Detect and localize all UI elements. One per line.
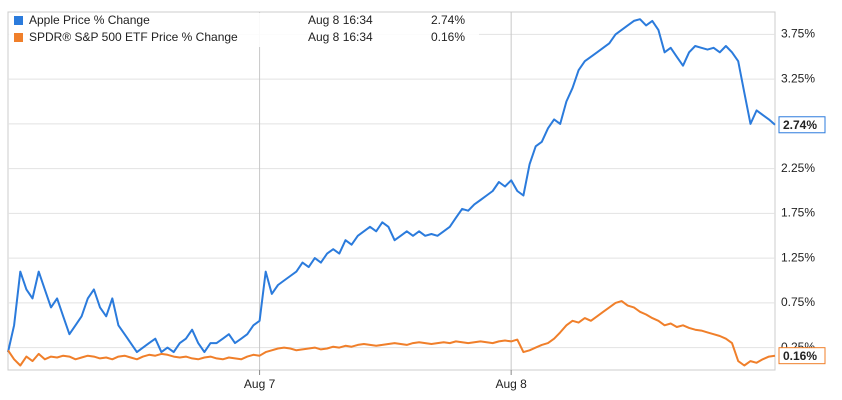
legend-value: 2.74% — [431, 13, 465, 27]
y-tick-label: 2.25% — [781, 161, 815, 175]
end-tag-label: 0.16% — [783, 349, 817, 363]
legend-name: Apple Price % Change — [29, 13, 150, 27]
y-tick-label: 3.75% — [781, 27, 815, 41]
legend-name: SPDR® S&P 500 ETF Price % Change — [29, 30, 238, 44]
series-line — [7, 300, 776, 367]
legend-value: 0.16% — [431, 30, 465, 44]
end-tag-box — [778, 116, 826, 134]
legend-date: Aug 8 16:34 — [308, 30, 373, 44]
y-tick-label: 1.75% — [781, 206, 815, 220]
end-tag-label: 2.74% — [783, 118, 817, 132]
legend-date: Aug 8 16:34 — [308, 13, 373, 27]
end-tag-box — [778, 347, 826, 365]
legend-swatch — [14, 16, 23, 25]
plot-area — [7, 11, 776, 371]
x-tick-label: Aug 7 — [244, 377, 276, 391]
legend-box — [9, 13, 479, 47]
y-tick-label: 3.25% — [781, 71, 815, 85]
x-tick-label: Aug 8 — [495, 377, 527, 391]
legend-swatch — [14, 33, 23, 42]
y-tick-label: 0.75% — [781, 295, 815, 309]
y-tick-label: 1.25% — [781, 250, 815, 264]
series-line — [7, 18, 776, 354]
